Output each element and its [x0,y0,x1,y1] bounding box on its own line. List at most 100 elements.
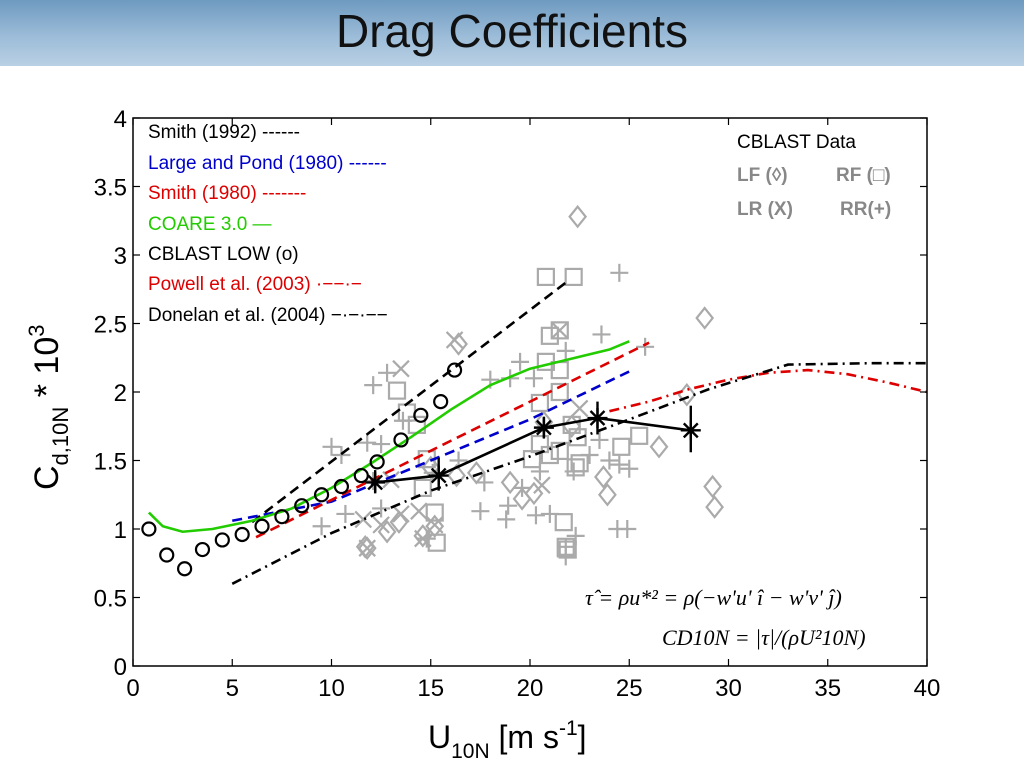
plus-marker [526,506,545,525]
plus-marker [590,430,609,449]
circle-marker [214,532,230,548]
x-marker [354,510,373,529]
series-rr [312,263,655,566]
square-marker [413,478,432,497]
plus-marker [372,435,391,454]
squarex-marker [550,321,569,340]
x-marker [445,331,464,349]
square-marker [554,513,573,532]
cblast-key: CBLAST Data LF (◊) RF (□) LR (X) RR(+) [737,132,891,220]
y-tick-label: 2.5 [94,312,127,339]
circle-marker [274,509,290,525]
circle-marker [194,541,211,558]
series-line [255,341,650,539]
asterisk-marker [680,420,701,441]
x-marker [570,399,589,418]
cblast-key-rf: RF (□) [836,165,891,186]
plus-marker [322,437,341,456]
plus-marker [471,502,490,521]
series-coare-3-0 [147,340,630,534]
plus-marker [513,478,532,497]
circle-marker [369,454,385,470]
plus-marker [592,325,611,344]
plus-marker [580,446,599,465]
y-tick-label: 2 [114,380,127,407]
series-donelan-et-al-2004 [231,361,927,585]
plus-marker [378,363,397,382]
plus-marker [475,473,494,492]
diamond-marker [524,481,544,506]
x-tick-label: 15 [417,675,444,702]
y-tick-label: 3 [114,243,127,270]
y-axis-label: Cd,10N * 103 [24,325,73,490]
x-tick-label: 40 [914,675,941,702]
series-boxed-x [550,321,569,340]
axes: 0 5 10 15 20 25 30 35 40 0 0.5 1 1.5 2 2.5 3 3.5 4 [94,106,941,702]
x-marker [358,539,377,557]
y-tick-label: 0 [114,654,127,681]
legend-entry: Smith (1980) ------- [148,183,306,204]
plus-marker [610,455,629,474]
diamond-marker [598,482,617,507]
square-marker [612,437,631,456]
legend-entry: COARE 3.0 — [148,214,272,235]
circle-marker [333,478,350,495]
diamond-marker [500,470,520,495]
plus-marker [332,446,351,465]
x-tick-label: 20 [517,675,544,702]
equations: τ̂ = ρu*² = ρ(−w'u' î − w'v' ĵ) CD10N = … [585,585,866,650]
plus-marker [600,451,619,470]
plus-marker [524,369,543,388]
cblast-key-lf: LF (◊) [737,165,788,186]
square-marker [530,434,550,454]
drag-coefficient-equation: CD10N = |τ|/(ρU²10N) [662,625,866,650]
x-marker [392,505,410,523]
y-tick-label: 1.5 [94,449,127,476]
square-marker [558,540,577,559]
y-tick-label: 0.5 [94,586,127,613]
series-line [231,361,927,585]
y-tick-label: 1 [114,517,127,544]
circle-marker [313,487,330,503]
series-line [251,278,571,524]
square-marker [540,326,559,345]
plus-marker [372,499,391,518]
asterisk-marker [587,408,608,429]
diamond-marker [425,514,445,539]
circle-marker [254,518,270,534]
circle-marker [433,393,449,410]
plus-marker [312,517,331,536]
title-band [0,0,1024,66]
plus-marker [364,376,383,395]
square-marker [387,381,407,400]
plus-marker [336,504,355,523]
plus-marker [540,504,559,523]
plus-marker [556,341,575,360]
series-cblast-low-o [141,362,463,577]
x-tick-label: 25 [616,675,643,702]
x-tick-label: 30 [715,675,742,702]
x-tick-label: 0 [126,675,139,702]
legend-entry: Donelan et al. (2004) −·−·−− [148,305,388,326]
y-tick-label: 4 [114,106,127,133]
x-marker [533,476,551,494]
asterisk-marker [428,465,449,486]
y-tick-label: 3.5 [94,175,127,202]
plus-marker [499,496,518,515]
x-tick-label: 35 [814,675,841,702]
plus-marker [417,529,436,548]
series-binned-means [365,401,701,494]
plus-marker [566,526,585,545]
plus-marker [610,263,629,282]
legend-entry: CBLAST LOW (o) [148,244,299,265]
diamond-marker [568,204,588,229]
square-marker [564,267,583,287]
x-tick-label: 5 [226,675,239,702]
circle-marker [234,526,250,543]
legend-entry: Smith (1992) ------ [148,122,300,143]
plus-marker [530,462,549,481]
diamond-marker [447,463,466,488]
plot-area [141,204,928,585]
circle-marker [413,407,429,423]
